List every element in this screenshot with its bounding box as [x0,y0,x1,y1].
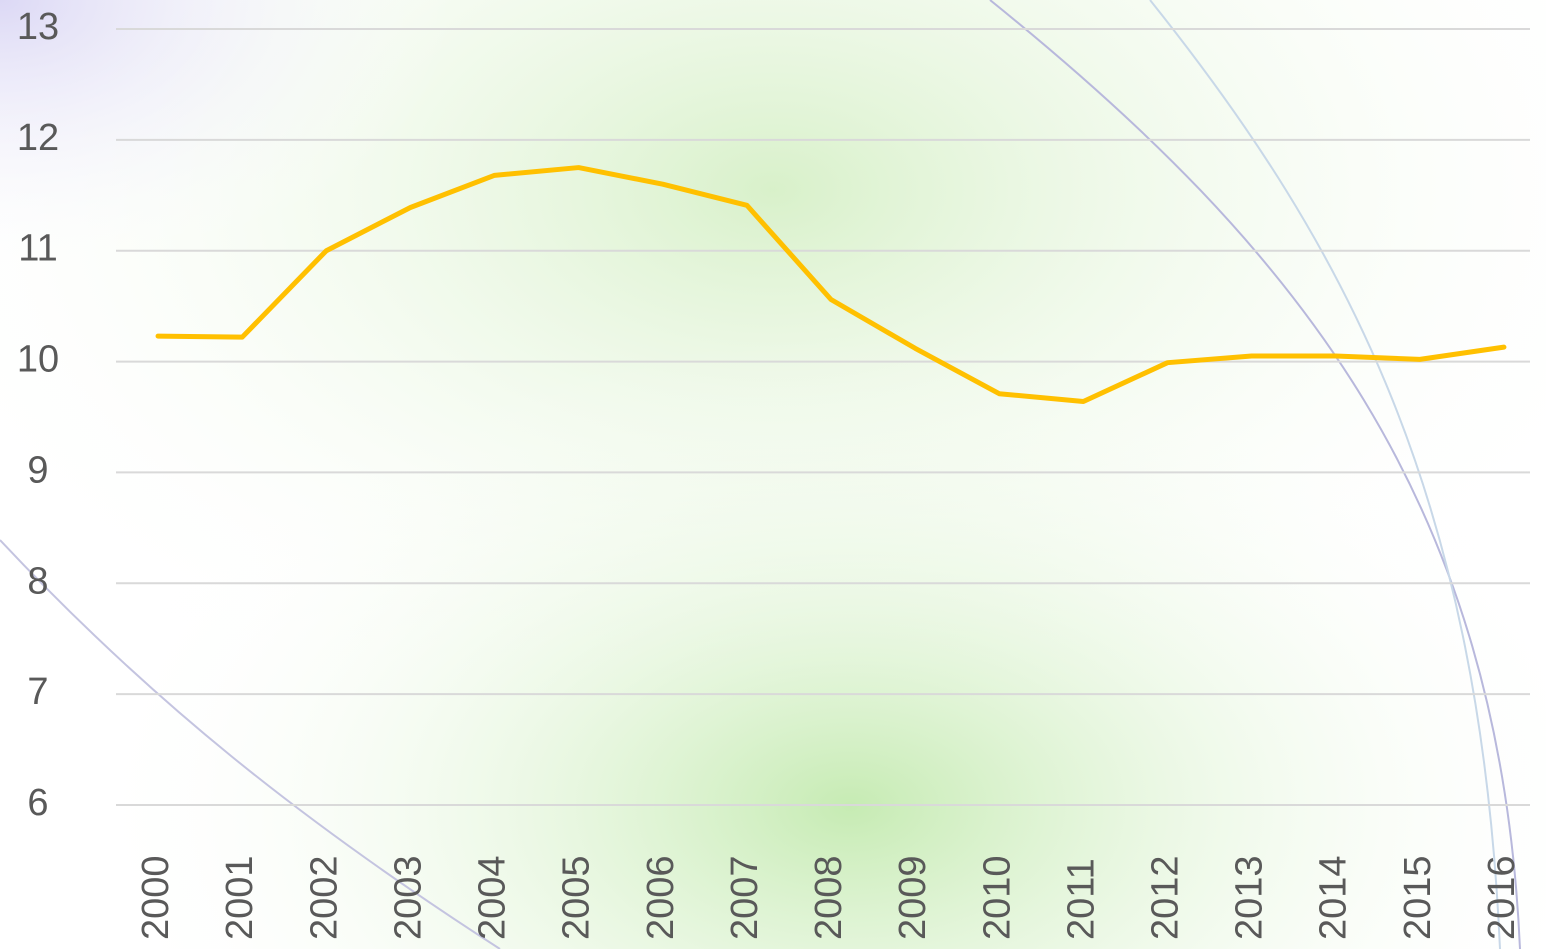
plot-area: 6 7 8 9 10 11 12 13 2000 2001 2002 2003 2004 2005 2006… [17,6,1530,940]
background-curve [1149,0,1501,949]
y-tick-label: 11 [18,228,57,270]
x-tick-label: 2016 [1481,855,1523,940]
x-tick-label: 2003 [387,855,429,940]
x-tick-label: 2007 [724,855,766,940]
background-curve [989,0,1521,949]
background-curve [0,539,501,949]
y-tick-label: 6 [27,782,48,824]
x-tick-label: 2002 [303,855,345,940]
y-tick-label: 8 [27,560,48,602]
x-tick-label: 2013 [1229,855,1271,940]
x-tick-label: 2008 [808,855,850,940]
x-tick-label: 2005 [556,855,598,940]
x-tick-label: 2000 [135,855,177,940]
y-tick-label: 13 [17,6,59,48]
x-tick-label: 2012 [1145,855,1187,940]
x-tick-label: 2014 [1313,855,1355,940]
y-tick-label: 10 [17,339,59,381]
x-tick-label: 2006 [640,855,682,940]
y-tick-label: 7 [27,671,48,713]
y-tick-label: 9 [27,449,48,491]
line-series [155,165,1507,404]
x-tick-label: 2011 [1060,858,1102,940]
y-tick-label: 12 [17,117,59,159]
x-tick-label: 2001 [219,855,261,940]
x-tick-label: 2004 [472,855,514,940]
x-tick-label: 2009 [892,855,934,940]
x-tick-label: 2010 [976,855,1018,940]
x-tick-label: 2015 [1397,855,1439,940]
